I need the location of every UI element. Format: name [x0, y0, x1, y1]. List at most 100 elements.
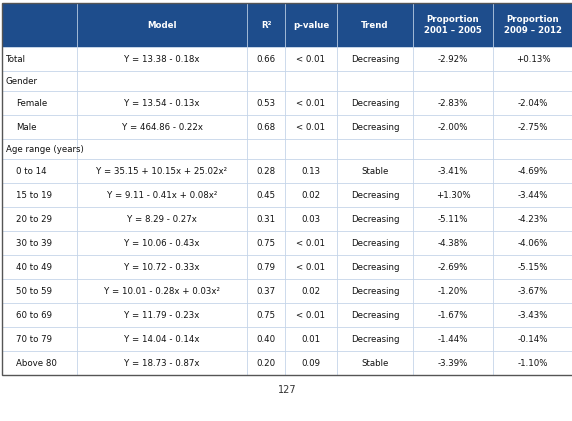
Text: -4.06%: -4.06% — [518, 239, 548, 248]
Bar — [247, 139, 285, 159]
Text: -1.67%: -1.67% — [438, 311, 468, 320]
Bar — [247, 303, 285, 327]
Text: -2.75%: -2.75% — [518, 123, 548, 131]
Bar — [77, 207, 247, 231]
Text: Gender: Gender — [6, 77, 38, 85]
Bar — [337, 351, 413, 375]
Text: Y = 18.73 - 0.87x: Y = 18.73 - 0.87x — [124, 359, 200, 368]
Bar — [2, 207, 77, 231]
Text: 127: 127 — [278, 385, 297, 395]
Text: -3.43%: -3.43% — [518, 311, 548, 320]
Text: -3.41%: -3.41% — [438, 166, 468, 176]
Bar — [337, 183, 413, 207]
Text: 0.79: 0.79 — [256, 263, 276, 272]
Text: 0.66: 0.66 — [256, 54, 276, 64]
Text: Trend: Trend — [362, 21, 389, 29]
Text: -2.04%: -2.04% — [518, 99, 548, 107]
Bar — [285, 139, 337, 159]
Bar — [493, 159, 572, 183]
Bar — [493, 255, 572, 279]
Bar — [77, 303, 247, 327]
Bar — [493, 207, 572, 231]
Bar — [2, 279, 77, 303]
Text: 50 to 59: 50 to 59 — [16, 287, 52, 296]
Text: Y = 9.11 - 0.41x + 0.08x²: Y = 9.11 - 0.41x + 0.08x² — [107, 190, 217, 200]
Bar — [337, 159, 413, 183]
Bar — [285, 231, 337, 255]
Text: -1.44%: -1.44% — [438, 335, 468, 344]
Bar — [493, 183, 572, 207]
Text: 70 to 79: 70 to 79 — [16, 335, 52, 344]
Bar — [77, 351, 247, 375]
Text: Y = 10.01 - 0.28x + 0.03x²: Y = 10.01 - 0.28x + 0.03x² — [104, 287, 220, 296]
Text: 30 to 39: 30 to 39 — [16, 239, 52, 248]
Text: -3.39%: -3.39% — [438, 359, 468, 368]
Bar — [413, 159, 493, 183]
Text: Stable: Stable — [362, 166, 389, 176]
Text: 20 to 29: 20 to 29 — [16, 215, 52, 224]
Text: 0.75: 0.75 — [256, 239, 276, 248]
Text: -4.38%: -4.38% — [438, 239, 468, 248]
Bar — [247, 91, 285, 115]
Bar — [2, 3, 77, 47]
Text: -1.20%: -1.20% — [438, 287, 468, 296]
Text: -3.67%: -3.67% — [518, 287, 548, 296]
Bar — [77, 159, 247, 183]
Text: 0.37: 0.37 — [256, 287, 276, 296]
Text: -0.14%: -0.14% — [518, 335, 548, 344]
Text: 0.20: 0.20 — [256, 359, 276, 368]
Bar — [247, 183, 285, 207]
Text: Female: Female — [16, 99, 47, 107]
Bar — [247, 47, 285, 71]
Text: +0.13%: +0.13% — [516, 54, 550, 64]
Text: -2.83%: -2.83% — [438, 99, 468, 107]
Bar — [413, 279, 493, 303]
Text: -5.11%: -5.11% — [438, 215, 468, 224]
Bar — [337, 255, 413, 279]
Text: -4.69%: -4.69% — [518, 166, 548, 176]
Bar — [247, 255, 285, 279]
Bar — [77, 327, 247, 351]
Bar — [2, 231, 77, 255]
Bar — [2, 71, 77, 91]
Bar — [285, 255, 337, 279]
Text: Y = 8.29 - 0.27x: Y = 8.29 - 0.27x — [127, 215, 197, 224]
Text: < 0.01: < 0.01 — [296, 311, 325, 320]
Bar — [285, 327, 337, 351]
Bar — [2, 115, 77, 139]
Text: +1.30%: +1.30% — [436, 190, 470, 200]
Text: Model: Model — [147, 21, 177, 29]
Bar — [77, 115, 247, 139]
Text: 0.02: 0.02 — [301, 287, 320, 296]
Bar — [77, 139, 247, 159]
Bar — [247, 159, 285, 183]
Text: Decreasing: Decreasing — [351, 54, 399, 64]
Text: 40 to 49: 40 to 49 — [16, 263, 52, 272]
Text: < 0.01: < 0.01 — [296, 99, 325, 107]
Bar — [2, 351, 77, 375]
Bar — [77, 231, 247, 255]
Text: -3.44%: -3.44% — [518, 190, 548, 200]
Bar — [493, 303, 572, 327]
Bar — [337, 327, 413, 351]
Text: Male: Male — [16, 123, 37, 131]
Text: Decreasing: Decreasing — [351, 239, 399, 248]
Bar — [493, 115, 572, 139]
Bar — [247, 231, 285, 255]
Bar — [2, 91, 77, 115]
Text: 60 to 69: 60 to 69 — [16, 311, 52, 320]
Bar — [413, 207, 493, 231]
Bar — [247, 3, 285, 47]
Bar — [285, 47, 337, 71]
Bar — [2, 139, 77, 159]
Bar — [337, 279, 413, 303]
Bar — [285, 91, 337, 115]
Text: 0.45: 0.45 — [256, 190, 276, 200]
Text: Y = 13.54 - 0.13x: Y = 13.54 - 0.13x — [124, 99, 200, 107]
Text: 0.01: 0.01 — [301, 335, 320, 344]
Text: 0.40: 0.40 — [256, 335, 276, 344]
Bar — [337, 139, 413, 159]
Text: 0.75: 0.75 — [256, 311, 276, 320]
Bar — [413, 139, 493, 159]
Text: 15 to 19: 15 to 19 — [16, 190, 52, 200]
